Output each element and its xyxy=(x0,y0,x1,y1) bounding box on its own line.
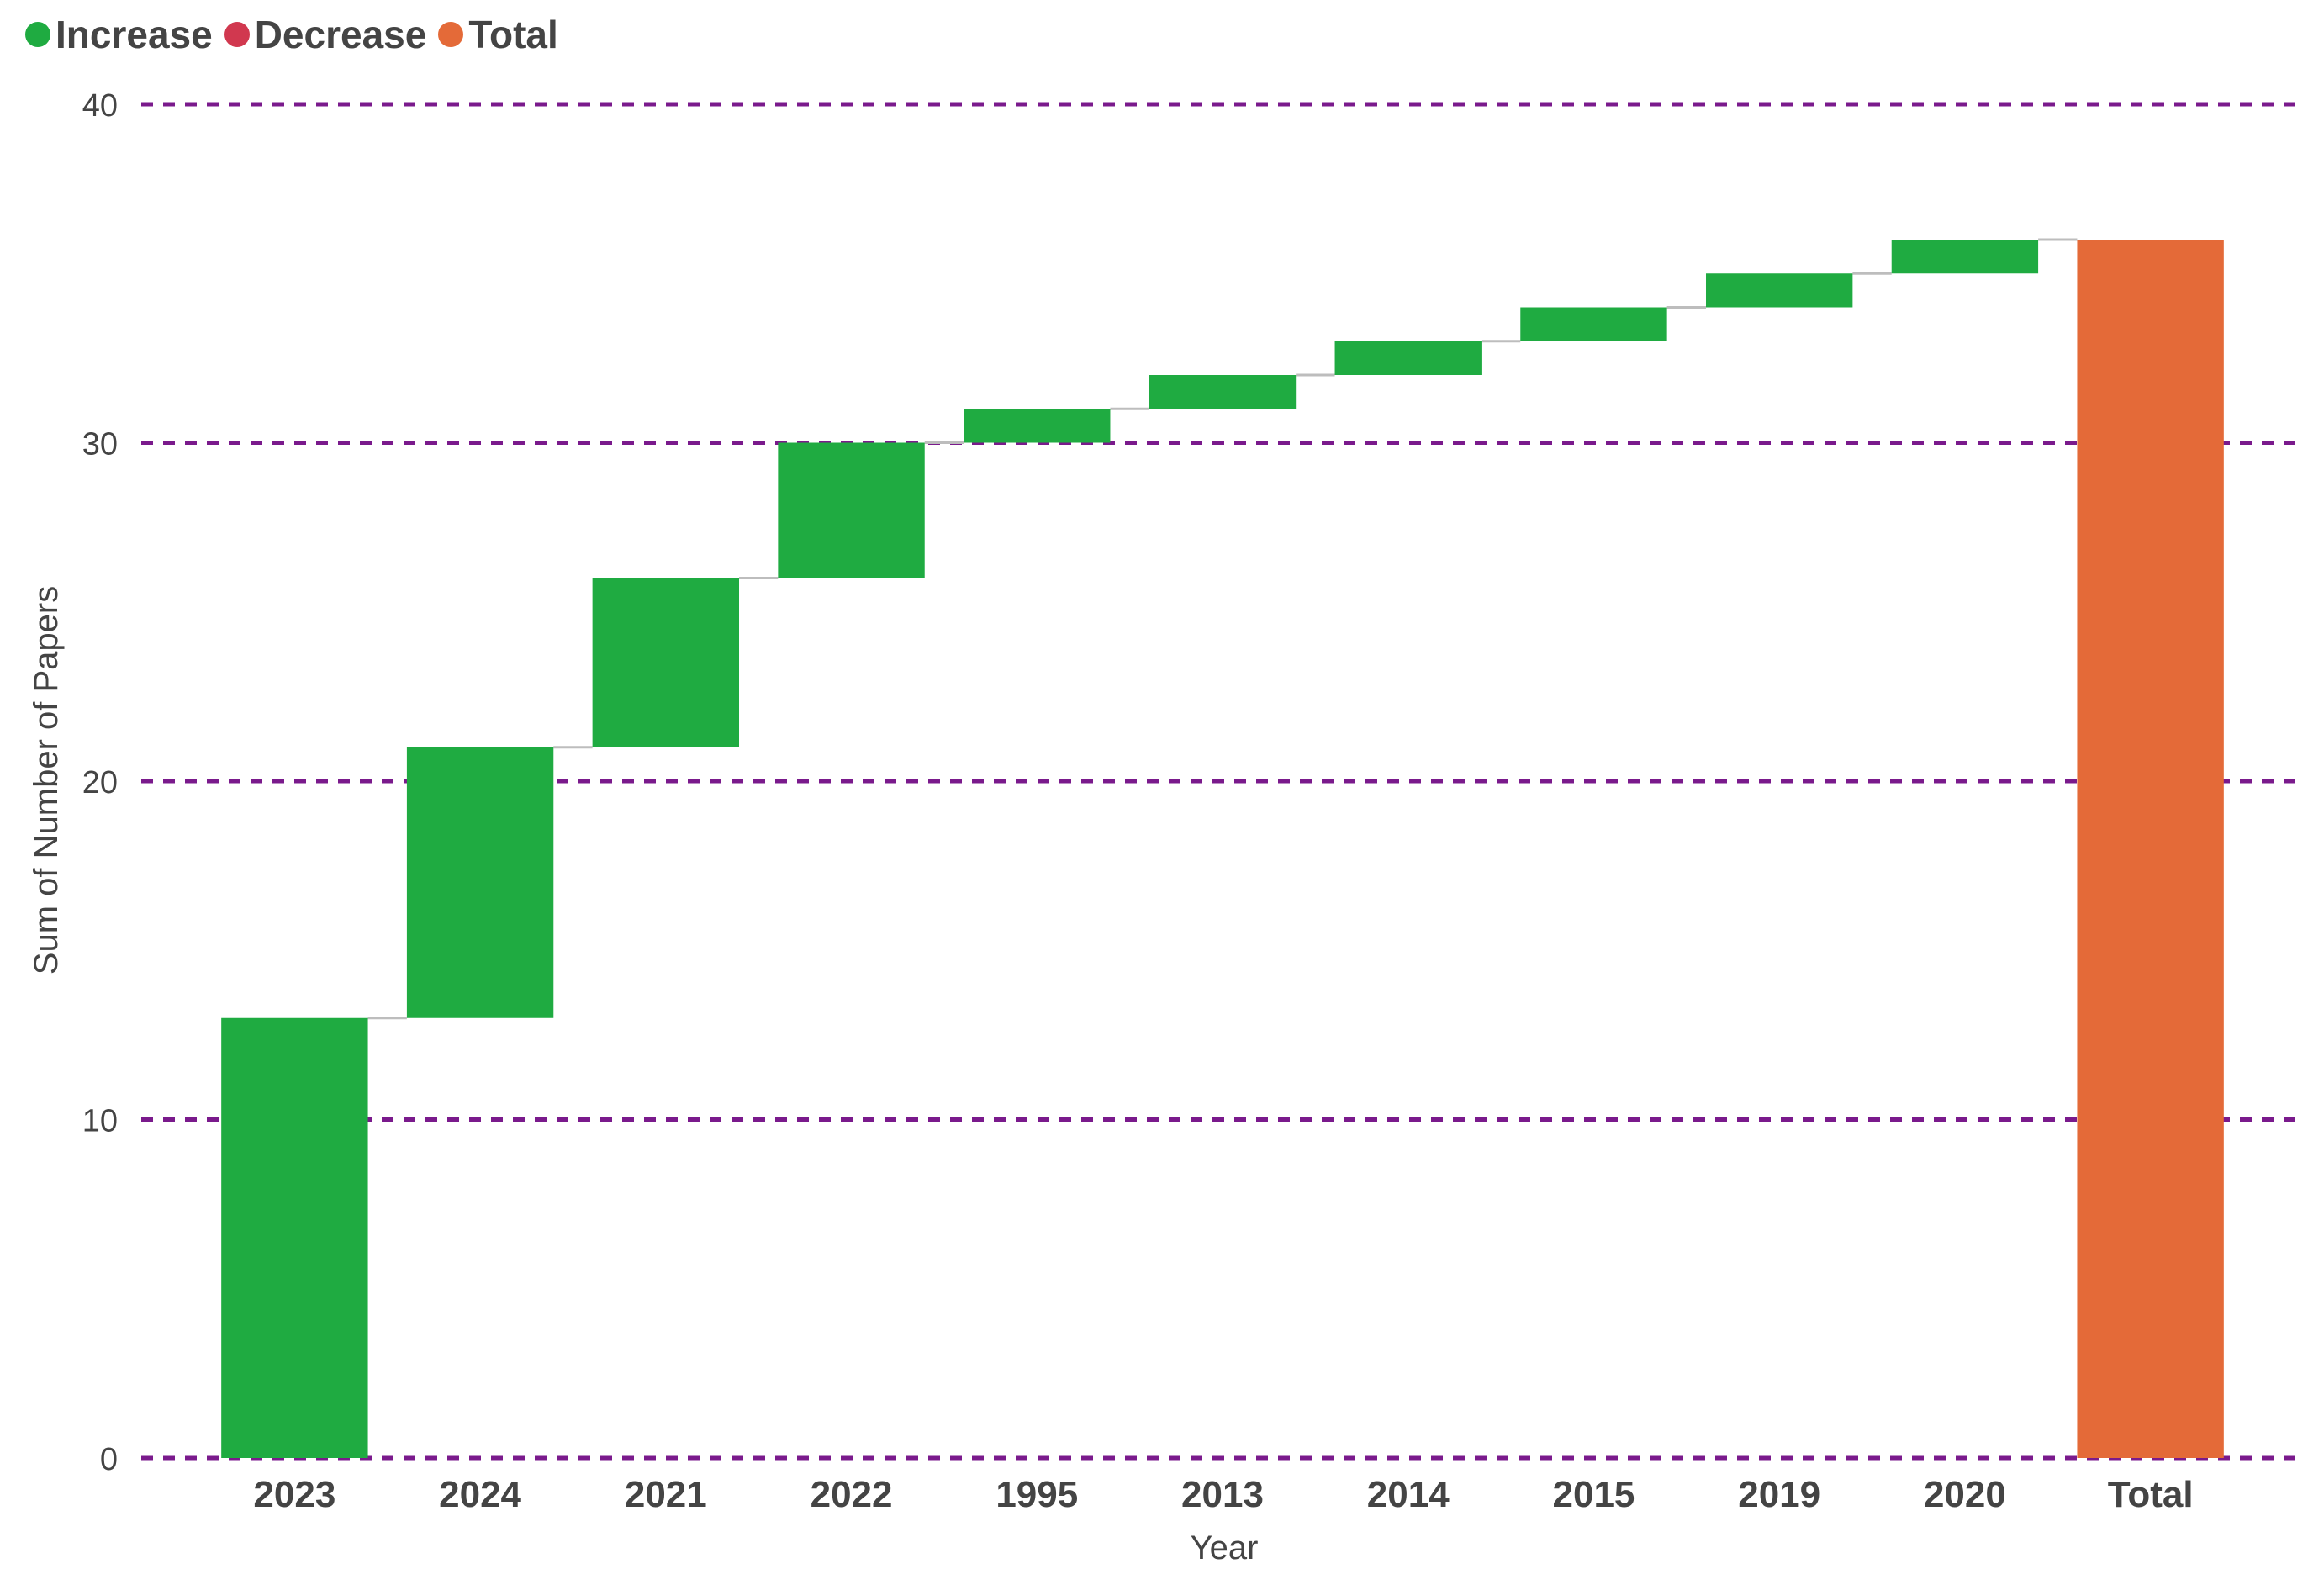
bar-2024[interactable] xyxy=(406,747,554,1018)
legend-dot-increase xyxy=(25,22,50,47)
bar-2020[interactable] xyxy=(1891,240,2039,274)
x-tick-label: 2020 xyxy=(1924,1474,2006,1515)
x-tick-label: Total xyxy=(2108,1474,2194,1515)
y-tick-label: 10 xyxy=(82,1104,118,1139)
y-tick-label: 20 xyxy=(82,765,118,800)
x-tick-label: 2019 xyxy=(1738,1474,1820,1515)
x-tick-label: 2014 xyxy=(1367,1474,1450,1515)
connectors xyxy=(367,238,2078,1020)
x-axis-title: Year xyxy=(1191,1529,1259,1566)
bar-2014[interactable] xyxy=(1334,341,1482,375)
legend-label-increase: Increase xyxy=(55,13,213,56)
legend-dot-decrease xyxy=(224,22,250,47)
x-tick-label: 2023 xyxy=(253,1474,335,1515)
bar-2015[interactable] xyxy=(1520,307,1667,341)
x-axis-ticks: 2023 2024 2021 2022 1995 2013 2014 2015 2019 2020… xyxy=(253,1474,2193,1515)
x-tick-label: 2022 xyxy=(811,1474,893,1515)
x-tick-label: 2021 xyxy=(625,1474,707,1515)
bars xyxy=(221,240,2224,1458)
y-tick-label: 30 xyxy=(82,427,118,462)
y-axis-title: Sum of Number of Papers xyxy=(28,586,65,975)
x-tick-label: 2013 xyxy=(1181,1474,1264,1515)
y-axis-ticks: 0 10 20 30 40 xyxy=(82,88,118,1477)
bar-Total[interactable] xyxy=(2077,240,2224,1458)
legend-item-increase[interactable]: Increase xyxy=(25,12,213,57)
y-tick-label: 0 xyxy=(100,1442,118,1477)
bar-2022[interactable] xyxy=(778,442,925,578)
x-tick-label: 2015 xyxy=(1553,1474,1635,1515)
bar-2023[interactable] xyxy=(221,1017,368,1458)
bar-1995[interactable] xyxy=(964,409,1111,443)
legend-label-total: Total xyxy=(468,13,558,56)
legend-item-decrease[interactable]: Decrease xyxy=(224,12,427,57)
legend-item-total[interactable]: Total xyxy=(438,12,558,57)
bar-2019[interactable] xyxy=(1705,273,1853,308)
x-tick-label: 2024 xyxy=(439,1474,521,1515)
y-tick-label: 40 xyxy=(82,88,118,124)
bar-2013[interactable] xyxy=(1149,375,1297,409)
chart-legend: Increase Decrease Total xyxy=(25,12,570,57)
legend-dot-total xyxy=(438,22,464,47)
x-tick-label: 1995 xyxy=(996,1474,1078,1515)
bar-2021[interactable] xyxy=(592,578,740,747)
legend-label-decrease: Decrease xyxy=(254,13,427,56)
